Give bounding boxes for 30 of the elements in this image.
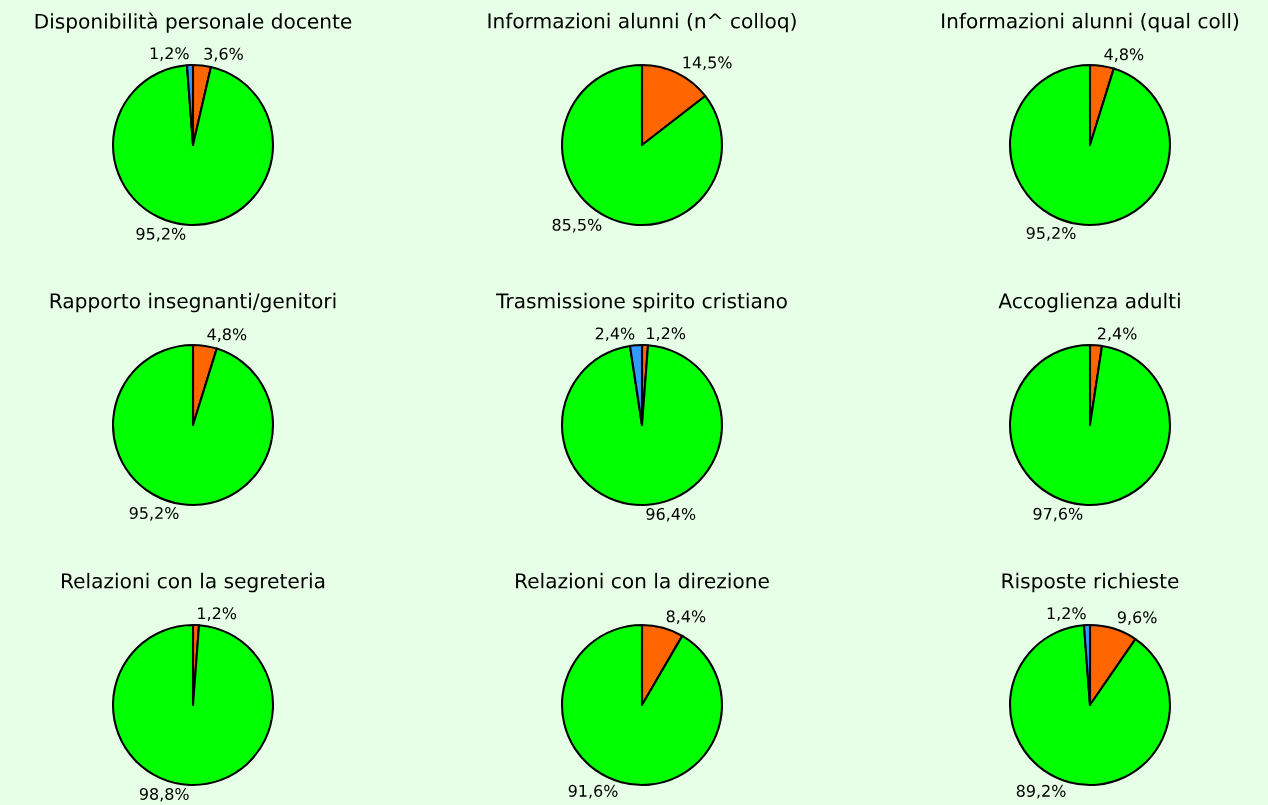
chart-title: Relazioni con la segreteria xyxy=(62,572,325,593)
data-label: 95,2% xyxy=(1026,226,1076,241)
chart-title: Relazioni con la direzione xyxy=(516,572,769,589)
data-label: 4,8% xyxy=(1104,48,1144,62)
chart-title: Accoglienza adulti xyxy=(998,292,1180,313)
data-label: 9,6% xyxy=(1117,611,1157,625)
chart-title: Risposte richieste xyxy=(1002,572,1179,593)
data-label: 8,4% xyxy=(666,610,706,624)
data-label: 14,5% xyxy=(683,56,732,71)
chart-title: Rapporto insegnanti/genitori xyxy=(50,292,336,313)
data-label: 95,2% xyxy=(136,227,186,242)
data-label: 89,2% xyxy=(1016,784,1066,799)
data-label: 1,2% xyxy=(1047,607,1086,621)
data-label: 1,2% xyxy=(198,607,237,621)
data-label: 95,2% xyxy=(129,506,179,521)
chart-title: Informazioni alunni (qual coll) xyxy=(942,12,1239,33)
data-label: 97,6% xyxy=(1033,507,1083,522)
data-label: 2,4% xyxy=(595,327,635,342)
data-label: 4,8% xyxy=(207,328,247,342)
data-label: 1,2% xyxy=(647,327,686,341)
data-label: 96,4% xyxy=(646,507,696,522)
data-label: 85,5% xyxy=(552,218,602,233)
data-label: 91,6% xyxy=(568,784,618,799)
chart-title: Trasmissione spirito cristiano xyxy=(496,292,787,313)
data-label: 98,8% xyxy=(139,787,189,802)
data-label: 2,4% xyxy=(1097,327,1137,342)
chart-title: Disponibilità personale docente xyxy=(35,12,352,33)
data-label: 1,2% xyxy=(150,47,189,61)
data-label: 3,6% xyxy=(204,47,243,62)
chart-title: Informazioni alunni (n^ colloq) xyxy=(488,12,796,33)
